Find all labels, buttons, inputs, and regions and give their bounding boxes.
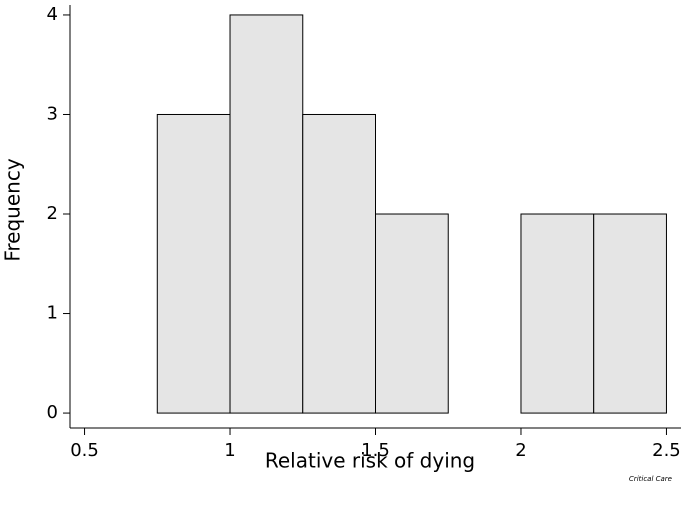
x-tick-label: 1 [224,440,235,461]
y-tick-label: 2 [47,203,58,224]
bar [229,14,304,414]
y-tick-label: 4 [47,4,58,25]
x-tick-label: 0.5 [70,440,99,461]
y-axis-label: Frequency [1,158,25,261]
bar [156,113,231,414]
bar [593,213,667,414]
watermark: Critical Care [629,475,672,483]
y-tick-label: 3 [47,103,58,124]
bar [520,213,595,414]
y-tick-label: 1 [47,303,58,324]
x-tick-label: 2.5 [652,440,681,461]
x-axis-label: Relative risk of dying [265,449,475,473]
bar [375,213,449,414]
bar [302,113,376,414]
x-tick-label: 2 [515,440,526,461]
x-tick-label: 1.5 [361,440,390,461]
y-tick-label: 0 [47,402,58,423]
